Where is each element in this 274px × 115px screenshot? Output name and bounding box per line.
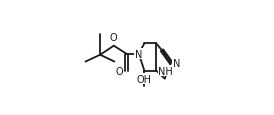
Text: OH: OH — [137, 74, 152, 84]
Text: NH: NH — [158, 66, 173, 76]
Text: N: N — [135, 49, 142, 59]
Text: N: N — [173, 58, 180, 68]
Text: O: O — [110, 32, 118, 42]
Text: O: O — [116, 66, 123, 76]
